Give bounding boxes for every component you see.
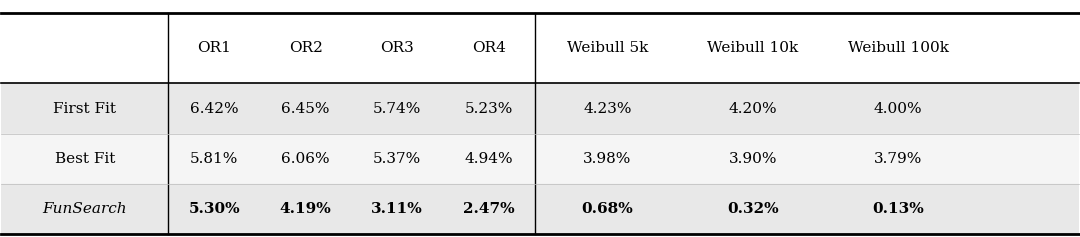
Text: Weibull 10k: Weibull 10k: [707, 41, 798, 55]
Text: 4.20%: 4.20%: [728, 101, 778, 116]
Text: 4.00%: 4.00%: [874, 101, 922, 116]
Text: 4.94%: 4.94%: [464, 152, 513, 166]
Text: 6.06%: 6.06%: [282, 152, 330, 166]
Text: 0.68%: 0.68%: [581, 202, 633, 216]
Text: 4.19%: 4.19%: [280, 202, 332, 216]
Text: OR3: OR3: [380, 41, 414, 55]
Text: Best Fit: Best Fit: [55, 152, 116, 166]
Text: Weibull 100k: Weibull 100k: [848, 41, 948, 55]
Text: 6.42%: 6.42%: [190, 101, 239, 116]
Text: 5.23%: 5.23%: [464, 101, 513, 116]
Bar: [1, 13, 1079, 83]
Text: First Fit: First Fit: [53, 101, 117, 116]
Text: 2.47%: 2.47%: [463, 202, 515, 216]
Bar: [1, 134, 1079, 184]
Text: OR4: OR4: [472, 41, 505, 55]
Bar: [1, 83, 1079, 134]
Text: 4.23%: 4.23%: [583, 101, 632, 116]
Text: 5.74%: 5.74%: [373, 101, 421, 116]
Text: 5.37%: 5.37%: [374, 152, 421, 166]
Text: 5.30%: 5.30%: [188, 202, 240, 216]
Text: Weibull 5k: Weibull 5k: [567, 41, 648, 55]
Text: 3.90%: 3.90%: [729, 152, 777, 166]
Text: FunSearch: FunSearch: [42, 202, 127, 216]
Text: 3.11%: 3.11%: [372, 202, 423, 216]
Text: OR2: OR2: [288, 41, 323, 55]
Text: 0.13%: 0.13%: [873, 202, 924, 216]
Text: 0.32%: 0.32%: [727, 202, 779, 216]
Bar: [1, 184, 1079, 234]
Text: 3.79%: 3.79%: [874, 152, 922, 166]
Text: 6.45%: 6.45%: [282, 101, 330, 116]
Text: 5.81%: 5.81%: [190, 152, 239, 166]
Text: OR1: OR1: [198, 41, 231, 55]
Text: 3.98%: 3.98%: [583, 152, 632, 166]
